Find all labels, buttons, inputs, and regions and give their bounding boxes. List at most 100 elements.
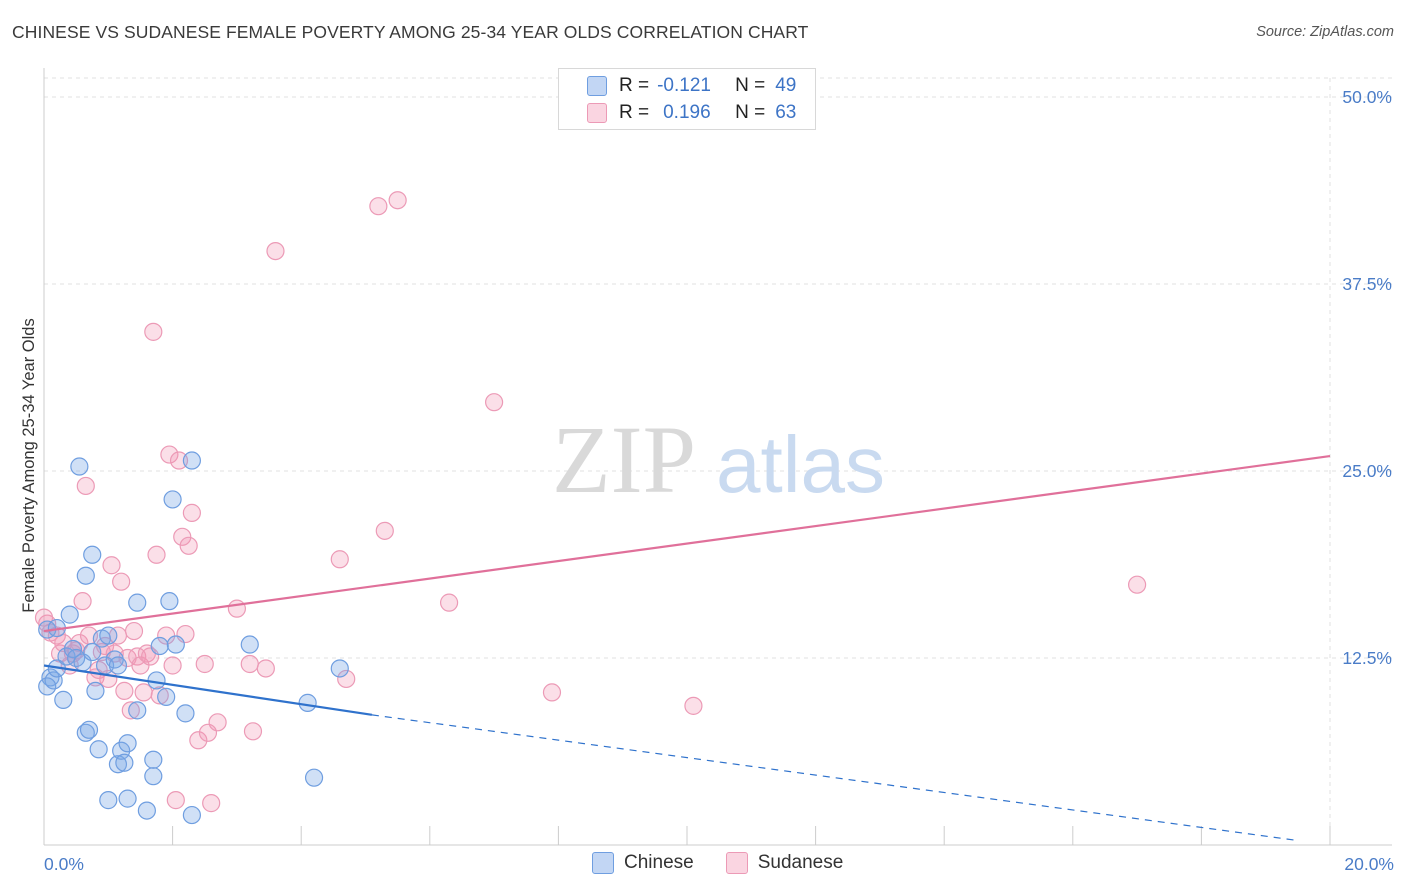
- sudanese-point: [388, 191, 407, 210]
- legend-r-label: R =: [619, 102, 650, 123]
- series-legend: Chinese Sudanese: [592, 852, 875, 874]
- sudanese-point: [121, 701, 140, 720]
- chinese-point: [144, 767, 163, 786]
- sudanese-point: [266, 241, 285, 261]
- sudanese-point: [179, 536, 198, 555]
- watermark-atlas: atlas: [716, 420, 885, 509]
- sudanese-point: [169, 451, 189, 470]
- series-legend-sudanese: Sudanese: [725, 852, 844, 874]
- sudanese-point: [208, 713, 227, 732]
- y-tick-label: 25.0%: [1342, 461, 1392, 481]
- x-tick-label: 20.0%: [1344, 854, 1394, 874]
- chinese-point: [166, 635, 185, 654]
- chinese-point: [182, 805, 201, 825]
- chinese-point: [70, 457, 89, 476]
- legend-row-sudanese: R = 0.196 N = 63: [587, 100, 796, 126]
- sudanese-point: [73, 592, 92, 611]
- chinese-points: [38, 451, 349, 825]
- source-label: Source: ZipAtlas.com: [1256, 24, 1394, 40]
- legend-r-label: R =: [619, 75, 650, 96]
- series-label-chinese: Chinese: [624, 852, 694, 873]
- sudanese-point: [369, 197, 388, 216]
- legend-n-label: N =: [735, 102, 766, 123]
- legend-r-value-chinese: -0.121: [657, 75, 711, 96]
- sudanese-point: [485, 393, 504, 412]
- chinese-point: [99, 791, 118, 810]
- chinese-point: [128, 701, 147, 720]
- sudanese-point: [439, 593, 459, 612]
- sudanese-point: [256, 659, 275, 678]
- sudanese-point: [112, 572, 131, 591]
- chinese-trend-extension: [371, 714, 1298, 842]
- chinese-point: [160, 592, 179, 611]
- series-legend-chinese: Chinese: [592, 852, 694, 874]
- sudanese-point: [115, 681, 134, 701]
- series-swatch-chinese: [592, 852, 614, 874]
- chinese-point: [54, 690, 73, 709]
- sudanese-point: [134, 683, 153, 702]
- sudanese-point: [163, 656, 182, 675]
- chinese-point: [118, 789, 137, 808]
- chinese-trend-line: [43, 664, 373, 716]
- sudanese-point: [160, 445, 179, 464]
- chinese-point: [83, 545, 102, 564]
- sudanese-point: [337, 669, 356, 689]
- legend-swatch-chinese: [587, 76, 607, 96]
- axes: [43, 68, 1392, 846]
- legend-n-value-chinese: 49: [775, 75, 797, 96]
- sudanese-point: [240, 654, 259, 674]
- chinese-point: [108, 656, 128, 675]
- sudanese-point: [195, 654, 214, 674]
- legend-n-value-sudanese: 63: [775, 102, 797, 123]
- sudanese-point: [34, 608, 54, 627]
- sudanese-point: [189, 731, 208, 750]
- chinese-point: [99, 626, 118, 645]
- sudanese-point: [144, 322, 163, 341]
- correlation-legend: R = -0.121 N = 49 R = 0.196 N = 63: [558, 68, 816, 130]
- sudanese-point: [47, 626, 66, 645]
- sudanese-points: [34, 191, 1147, 813]
- chinese-point: [330, 659, 349, 678]
- chinese-point: [137, 801, 156, 820]
- sudanese-point: [542, 683, 562, 702]
- chinese-point: [83, 642, 102, 662]
- chinese-point: [38, 677, 57, 696]
- chinese-point: [128, 593, 147, 612]
- sudanese-point: [243, 722, 263, 741]
- sudanese-point: [182, 503, 201, 522]
- chinese-point: [76, 566, 95, 585]
- sudanese-point: [330, 550, 349, 569]
- sudanese-trend-line: [43, 454, 1331, 633]
- sudanese-point: [227, 599, 246, 618]
- watermark: ZIP atlas: [552, 406, 885, 513]
- chinese-point: [79, 720, 99, 739]
- legend-row-chinese: R = -0.121 N = 49: [587, 73, 796, 99]
- sudanese-point: [147, 545, 166, 564]
- chinese-point: [60, 605, 79, 624]
- chinese-point: [108, 755, 128, 774]
- series-swatch-sudanese: [725, 852, 748, 874]
- sudanese-point: [684, 696, 703, 715]
- sudanese-point: [375, 521, 394, 540]
- chinese-point: [240, 635, 259, 654]
- y-axis-title: Female Poverty Among 25-34 Year Olds: [20, 318, 38, 612]
- tick-labels: 12.5% 25.0% 37.5% 50.0% 0.0% 20.0% Female Pove…: [20, 87, 1394, 874]
- series-label-sudanese: Sudanese: [757, 852, 844, 873]
- chart-title: CHINESE VS SUDANESE FEMALE POVERTY AMONG…: [12, 22, 809, 42]
- chinese-point: [115, 753, 134, 772]
- chinese-point: [89, 740, 108, 759]
- y-tick-label: 12.5%: [1342, 648, 1392, 668]
- y-tick-label: 50.0%: [1342, 87, 1392, 107]
- sudanese-point: [202, 794, 221, 813]
- chinese-point: [298, 693, 317, 712]
- legend-swatch-sudanese: [587, 103, 607, 123]
- watermark-zip: ZIP: [552, 406, 696, 513]
- chinese-point: [157, 687, 176, 706]
- chinese-point: [163, 490, 182, 509]
- chinese-point: [57, 647, 76, 666]
- chinese-point: [176, 704, 195, 723]
- chinese-point: [112, 741, 131, 760]
- sudanese-point: [1127, 575, 1147, 594]
- legend-r-value-sudanese: 0.196: [663, 102, 711, 123]
